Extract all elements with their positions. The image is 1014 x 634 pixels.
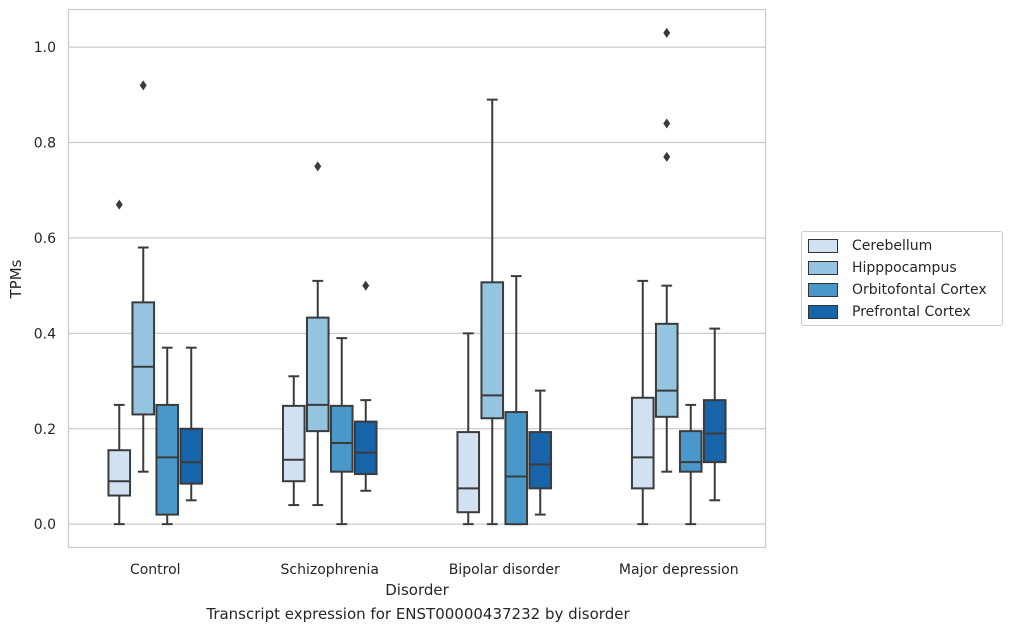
chart-caption: Transcript expression for ENST0000043723… (206, 605, 630, 623)
box (329, 404, 354, 473)
box-group (179, 346, 204, 502)
box-group (630, 279, 655, 526)
box (281, 404, 306, 483)
box-group (504, 275, 529, 526)
legend-swatch-hippocampus (808, 261, 838, 275)
y-tick-label: 0.6 (34, 231, 56, 247)
legend-item-hippocampus: Hipppocampus (808, 258, 957, 278)
legend-label-cerebellum: Cerebellum (852, 238, 933, 254)
y-tick-label: 0.4 (34, 326, 56, 342)
legend-swatch-orbitofrontal (808, 283, 838, 297)
legend-label-prefrontal: Prefrontal Cortex (852, 304, 971, 320)
box-group (155, 346, 180, 526)
box (480, 281, 505, 420)
outlier-point (663, 27, 671, 38)
box-group (654, 27, 679, 473)
box-group (702, 327, 727, 502)
x-tick-label: Schizophrenia (281, 562, 379, 578)
y-tick-label: 0.0 (34, 517, 56, 533)
outlier-point (314, 161, 322, 172)
legend-item-prefrontal: Prefrontal Cortex (808, 302, 971, 322)
box (305, 316, 330, 433)
box-group (678, 403, 703, 526)
box (702, 399, 727, 464)
box-group (281, 375, 306, 507)
box (528, 431, 553, 490)
outlier-point (115, 199, 123, 210)
box-group (456, 332, 481, 526)
x-tick-labels: Control Schizophrenia Bipolar disorder Majo… (130, 562, 739, 578)
box-group (305, 161, 330, 507)
y-tick-label: 0.2 (34, 422, 56, 438)
outlier-point (663, 118, 671, 129)
y-tick-label: 0.8 (34, 136, 56, 152)
legend-swatch-prefrontal (808, 305, 838, 319)
x-axis-label: Disorder (385, 581, 449, 599)
legend-item-cerebellum: Cerebellum (808, 236, 932, 256)
legend-label-orbitofrontal: Orbitofontal Cortex (852, 282, 987, 298)
box (353, 420, 378, 476)
box-group (353, 280, 378, 492)
box (107, 449, 132, 497)
outlier-point (663, 151, 671, 162)
box (131, 301, 156, 416)
box (504, 411, 529, 526)
box-group (329, 337, 354, 526)
x-tick-label: Control (130, 562, 181, 578)
box-group (480, 98, 505, 526)
x-tick-label: Bipolar disorder (449, 562, 560, 578)
legend: Cerebellum Hipppocampus Orbitofontal Cor… (801, 231, 1003, 326)
box-group (131, 80, 156, 473)
box (678, 430, 703, 473)
y-axis-label: TPMs (7, 259, 25, 299)
y-tick-labels: 0.0 0.2 0.4 0.6 0.8 1.0 (34, 40, 56, 533)
legend-label-hippocampus: Hipppocampus (852, 260, 957, 276)
outlier-point (139, 80, 147, 91)
box (654, 322, 679, 418)
box (456, 431, 481, 514)
box-groups (107, 27, 727, 526)
box (179, 427, 204, 485)
plot-frame (67, 8, 767, 549)
box (155, 403, 180, 516)
x-tick-label: Major depression (619, 562, 739, 578)
y-tick-label: 1.0 (34, 40, 56, 56)
legend-swatch-cerebellum (808, 239, 838, 253)
outlier-point (362, 280, 370, 291)
legend-item-orbitofrontal: Orbitofontal Cortex (808, 280, 987, 300)
box-group (528, 389, 553, 516)
box-group (107, 199, 132, 526)
box (630, 396, 655, 490)
